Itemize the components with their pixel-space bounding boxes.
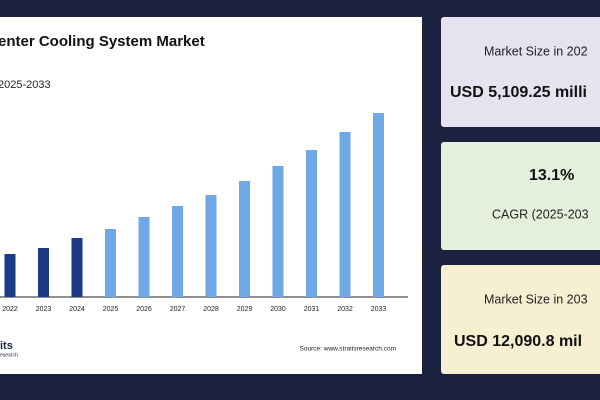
bar bbox=[306, 149, 317, 297]
x-tick-label: 2024 bbox=[69, 306, 85, 313]
chart-subtitle: 2025-2033 bbox=[0, 79, 51, 91]
bar bbox=[239, 181, 250, 297]
bar bbox=[71, 238, 83, 297]
bar bbox=[138, 216, 150, 297]
bar bbox=[38, 247, 49, 297]
bar bbox=[205, 194, 217, 297]
logo-sub: esearch bbox=[0, 352, 18, 358]
bar bbox=[272, 166, 284, 297]
x-tick-label: 2032 bbox=[337, 306, 353, 313]
x-tick-label: 2022 bbox=[2, 306, 18, 313]
card bbox=[441, 17, 600, 127]
card-label: CAGR (2025-203 bbox=[492, 207, 589, 221]
source: Source: www.straitsresearch.com bbox=[300, 346, 396, 353]
chart-title: enter Cooling System Market bbox=[0, 33, 205, 50]
x-tick-label: 2029 bbox=[237, 306, 253, 313]
x-tick-label: 2025 bbox=[103, 306, 119, 313]
card-value: 13.1% bbox=[529, 167, 574, 184]
x-tick-label: 2027 bbox=[170, 306, 186, 313]
card bbox=[441, 142, 600, 250]
card-label: Market Size in 203 bbox=[484, 292, 588, 306]
x-tick-label: 2030 bbox=[270, 306, 286, 313]
bar bbox=[4, 253, 16, 297]
x-tick-label: 2033 bbox=[371, 306, 387, 313]
bar bbox=[105, 229, 116, 297]
x-tick-label: 2026 bbox=[136, 306, 152, 313]
logo: its bbox=[0, 340, 13, 352]
card-label: Market Size in 202 bbox=[484, 44, 588, 58]
card bbox=[441, 265, 600, 374]
bar bbox=[172, 205, 183, 297]
card-value: USD 12,090.8 mil bbox=[454, 333, 582, 350]
bar bbox=[339, 131, 351, 297]
x-tick-label: 2028 bbox=[203, 306, 219, 313]
card-value: USD 5,109.25 milli bbox=[450, 84, 587, 101]
bar bbox=[373, 113, 384, 297]
x-tick-label: 2023 bbox=[36, 306, 52, 313]
x-tick-label: 2031 bbox=[304, 306, 320, 313]
